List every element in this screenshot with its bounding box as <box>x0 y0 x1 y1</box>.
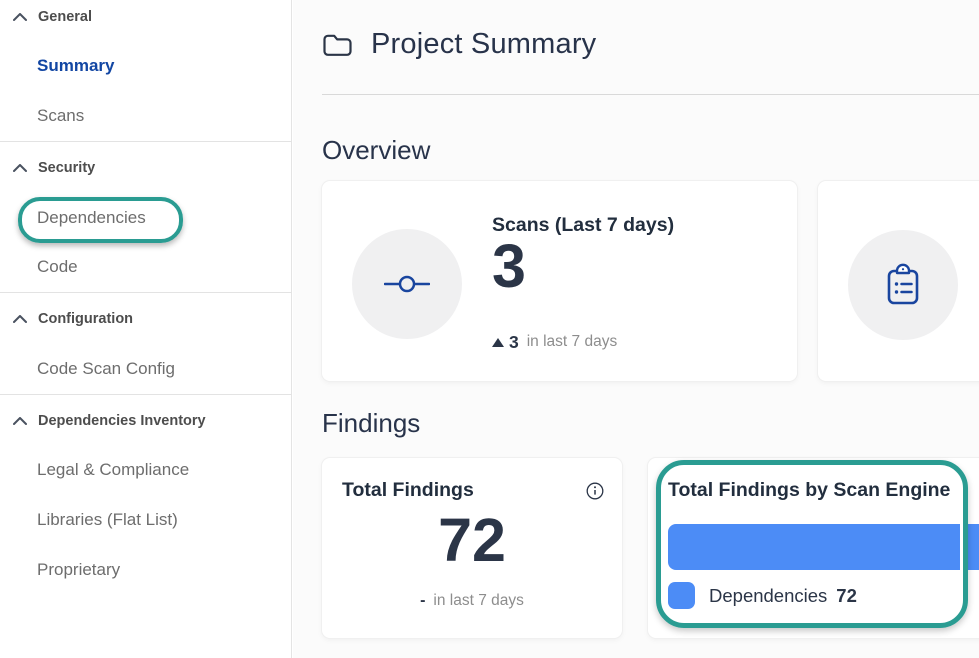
chevron-up-icon <box>13 164 27 172</box>
sidebar-item-code-scan-config[interactable]: Code Scan Config <box>37 359 175 378</box>
dependencies-bar-segment[interactable] <box>668 524 979 570</box>
legend-swatch-dependencies <box>668 582 695 609</box>
sidebar-section-label: Dependencies Inventory <box>38 413 206 429</box>
sidebar-section-general[interactable]: General <box>13 7 92 27</box>
sidebar-section-configuration[interactable]: Configuration <box>13 309 133 329</box>
page-header: Project Summary <box>322 22 596 66</box>
legend-value: 72 <box>836 584 857 606</box>
chevron-up-icon <box>13 13 27 21</box>
sidebar-section-dependencies-inventory[interactable]: Dependencies Inventory <box>13 411 206 431</box>
sidebar-item-legal-compliance[interactable]: Legal & Compliance <box>37 460 190 479</box>
commit-scan-icon <box>384 275 430 293</box>
scans-count: 3 <box>492 232 526 300</box>
sidebar-item-code[interactable]: Code <box>37 257 78 276</box>
sidebar-item-proprietary[interactable]: Proprietary <box>37 560 121 579</box>
total-findings-delta-value: - <box>420 592 426 609</box>
scans-card: Scans (Last 7 days) 3 3 in last 7 days <box>322 181 797 381</box>
sidebar-item-dependencies[interactable]: Dependencies <box>37 208 146 227</box>
scans-delta-value: 3 <box>509 331 519 352</box>
findings-heading: Findings <box>322 408 421 438</box>
clipboard-icon <box>887 263 919 305</box>
chevron-up-icon <box>13 315 27 323</box>
overview-secondary-card <box>818 181 979 381</box>
scans-delta: 3 in last 7 days <box>492 331 617 353</box>
legend-dependencies: Dependencies 72 <box>668 582 857 609</box>
sidebar: General Summary Scans Security Dependenc… <box>0 0 292 658</box>
total-findings-delta: - in last 7 days <box>322 590 622 612</box>
sidebar-item-scans[interactable]: Scans <box>37 106 85 125</box>
legend-label: Dependencies <box>709 584 828 606</box>
chevron-up-icon <box>13 417 27 425</box>
header-divider <box>322 94 979 95</box>
total-findings-delta-suffix: in last 7 days <box>433 592 524 609</box>
engine-card-title: Total Findings by Scan Engine <box>668 479 951 501</box>
page-title: Project Summary <box>371 27 597 60</box>
sidebar-divider <box>0 394 292 395</box>
total-findings-title: Total Findings <box>342 479 474 501</box>
scans-card-title: Scans (Last 7 days) <box>492 214 675 236</box>
sidebar-item-summary[interactable]: Summary <box>37 56 115 75</box>
sidebar-divider <box>0 141 292 142</box>
info-icon-glyph <box>586 482 604 500</box>
sidebar-divider <box>0 292 292 293</box>
sidebar-item-libraries-flat-list[interactable]: Libraries (Flat List) <box>37 510 178 529</box>
scans-delta-suffix: in last 7 days <box>526 333 618 350</box>
report-icon-circle <box>848 230 958 340</box>
sidebar-section-label: Security <box>38 160 96 176</box>
total-findings-card: Total Findings 72 - in last 7 days <box>322 458 622 638</box>
total-findings-count: 72 <box>438 506 506 574</box>
sidebar-section-label: Configuration <box>38 311 134 327</box>
main-content: Project Summary Overview Scans (Last 7 d… <box>293 0 979 658</box>
sidebar-section-security[interactable]: Security <box>13 158 95 178</box>
overview-heading: Overview <box>322 135 431 165</box>
folder-icon <box>323 34 352 56</box>
findings-by-scan-engine-card: Total Findings by Scan Engine Dependenci… <box>648 458 979 638</box>
sidebar-section-label: General <box>38 9 92 25</box>
scan-icon-circle <box>352 229 462 339</box>
up-triangle-icon <box>492 337 504 347</box>
info-icon[interactable] <box>585 481 605 501</box>
